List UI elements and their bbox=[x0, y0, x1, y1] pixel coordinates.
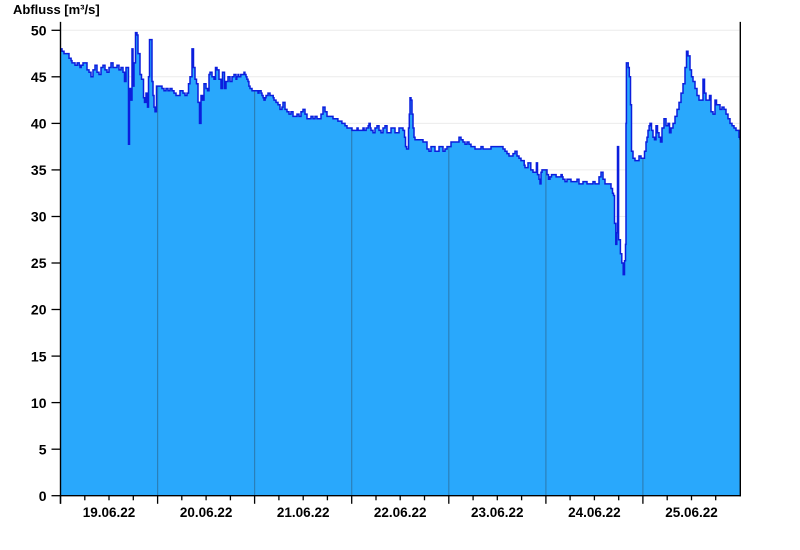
svg-text:15: 15 bbox=[31, 348, 47, 364]
svg-text:23.06.22: 23.06.22 bbox=[471, 505, 524, 520]
svg-text:5: 5 bbox=[39, 441, 47, 457]
svg-text:19.06.22: 19.06.22 bbox=[83, 505, 136, 520]
svg-text:24.06.22: 24.06.22 bbox=[568, 505, 621, 520]
svg-text:35: 35 bbox=[31, 162, 47, 178]
svg-text:20: 20 bbox=[31, 302, 47, 318]
svg-text:30: 30 bbox=[31, 209, 47, 225]
svg-text:0: 0 bbox=[39, 488, 47, 504]
svg-text:10: 10 bbox=[31, 395, 47, 411]
svg-text:Abfluss [m³/s]: Abfluss [m³/s] bbox=[13, 2, 100, 17]
svg-text:22.06.22: 22.06.22 bbox=[374, 505, 427, 520]
svg-text:50: 50 bbox=[31, 23, 47, 39]
svg-text:40: 40 bbox=[31, 116, 47, 132]
svg-text:20.06.22: 20.06.22 bbox=[180, 505, 233, 520]
svg-text:25.06.22: 25.06.22 bbox=[665, 505, 718, 520]
svg-text:45: 45 bbox=[31, 69, 47, 85]
svg-text:25: 25 bbox=[31, 255, 47, 271]
svg-text:21.06.22: 21.06.22 bbox=[277, 505, 330, 520]
